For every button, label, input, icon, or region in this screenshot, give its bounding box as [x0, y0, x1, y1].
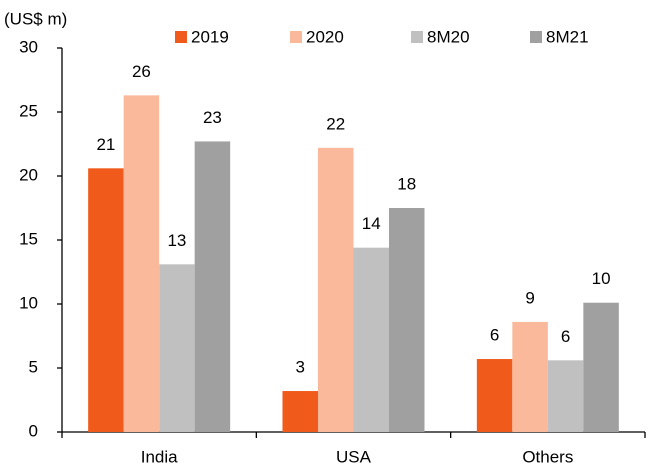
y-tick-label: 0	[29, 421, 38, 440]
value-label: 6	[561, 327, 570, 346]
bar	[512, 321, 548, 432]
x-tick-label: USA	[336, 447, 372, 466]
bar	[123, 95, 160, 433]
x-tick-label: Others	[522, 447, 573, 466]
bar	[88, 168, 124, 432]
value-label: 26	[132, 62, 151, 81]
legend-label: 2019	[191, 27, 229, 46]
value-label: 6	[490, 326, 499, 345]
bar	[194, 141, 231, 432]
value-label: 23	[203, 108, 222, 127]
legend-label: 8M21	[546, 27, 589, 46]
value-label: 9	[525, 288, 534, 307]
legend-label: 8M20	[427, 27, 470, 46]
value-label: 10	[592, 269, 611, 288]
value-label: 22	[326, 114, 345, 133]
x-tick-label: India	[141, 447, 178, 466]
bar	[547, 360, 584, 432]
y-tick-label: 30	[19, 37, 38, 56]
value-label: 14	[362, 214, 381, 233]
y-tick-label: 5	[29, 357, 38, 376]
y-tick-label: 25	[19, 101, 38, 120]
legend-label: 2020	[306, 27, 344, 46]
bar	[389, 208, 425, 432]
value-label: 3	[296, 358, 305, 377]
y-axis-label: (US$ m)	[4, 9, 67, 28]
legend-swatch	[411, 31, 423, 43]
bar	[159, 264, 195, 432]
value-label: 13	[167, 231, 186, 250]
y-tick-label: 20	[19, 165, 38, 184]
bar	[476, 359, 513, 432]
bar	[318, 147, 354, 432]
value-label: 21	[96, 135, 115, 154]
bar	[353, 247, 389, 432]
legend-swatch	[175, 31, 187, 43]
y-tick-label: 10	[19, 293, 38, 312]
legend-swatch	[530, 31, 542, 43]
value-label: 18	[397, 174, 416, 193]
bar	[282, 391, 318, 432]
legend-swatch	[290, 31, 302, 43]
bar	[583, 302, 619, 432]
y-tick-label: 15	[19, 229, 38, 248]
